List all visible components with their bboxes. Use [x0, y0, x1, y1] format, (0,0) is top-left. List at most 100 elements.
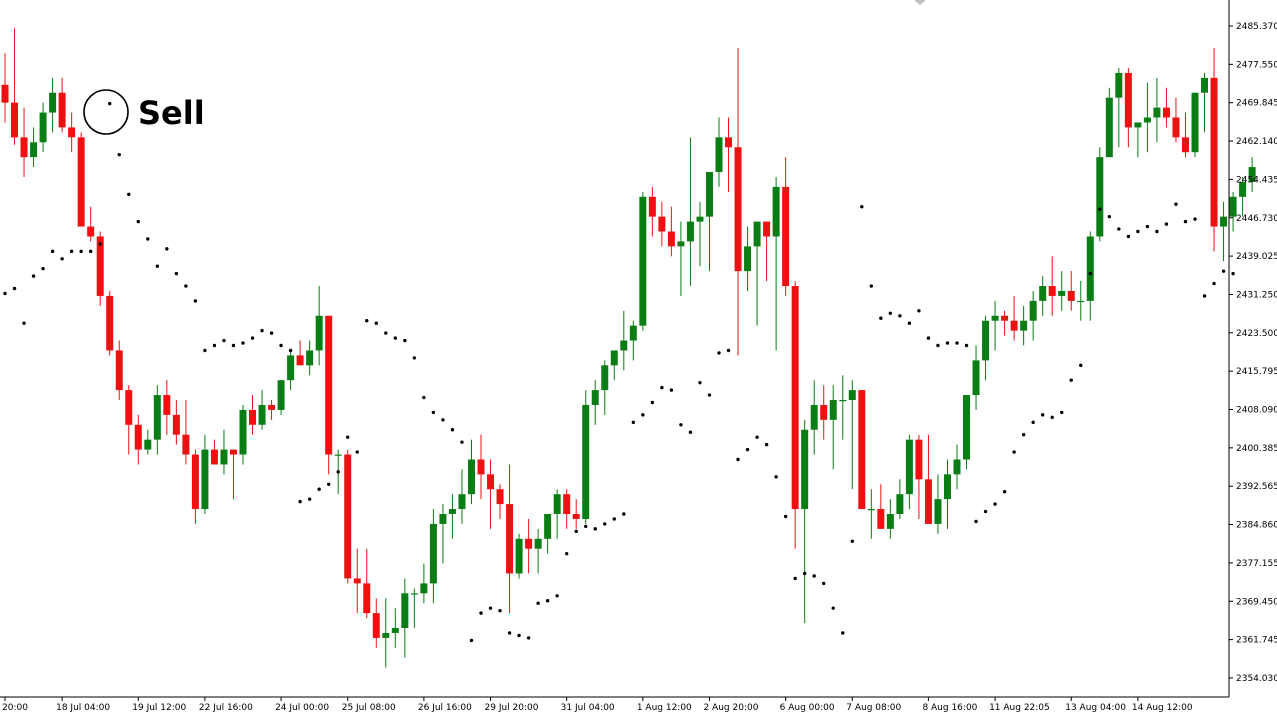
sar-dot [536, 601, 540, 605]
y-tick-label: 2361.745 [1236, 636, 1277, 646]
candle [943, 459, 951, 529]
candle-body [11, 102, 19, 138]
candle-body [544, 514, 552, 539]
sar-dot [1136, 229, 1140, 234]
candle-body [353, 578, 361, 584]
sar-dot [869, 284, 874, 288]
candle-body [1239, 181, 1247, 197]
candle [829, 385, 837, 470]
candle-body [1134, 122, 1142, 128]
candle-body [582, 404, 590, 519]
sar-dot [50, 249, 55, 254]
x-tick-label: 14 Aug 12:00 [1132, 703, 1193, 713]
sar-dot [1221, 269, 1226, 273]
candle-body [1248, 167, 1256, 182]
candle [1096, 147, 1104, 242]
sar-dot [222, 338, 226, 343]
candle [1210, 48, 1218, 252]
candle [553, 489, 561, 539]
sar-dot [584, 524, 588, 529]
candle-body [258, 404, 266, 425]
candle [734, 48, 742, 356]
sar-dot [555, 594, 559, 598]
candle [572, 499, 580, 529]
candle [725, 117, 733, 192]
sar-dot [31, 274, 36, 278]
candle-body [268, 404, 276, 410]
candle-body [420, 583, 428, 594]
candle [639, 191, 647, 331]
candle-body [515, 538, 523, 574]
candle [705, 172, 713, 272]
candle-body [896, 494, 904, 515]
candle-body [877, 509, 885, 529]
candle-body [867, 509, 875, 511]
candle [496, 484, 504, 519]
candle-body [1020, 320, 1028, 331]
sar-dot [174, 271, 179, 276]
candle-body [610, 350, 618, 366]
sar-dot [822, 581, 826, 586]
candle-body [125, 390, 133, 425]
candle-body [1086, 236, 1094, 301]
sar-dot [983, 509, 988, 514]
candle-body [77, 137, 85, 227]
sar-dot [945, 341, 950, 345]
candle [77, 132, 85, 227]
sar-dot [688, 430, 693, 434]
x-tick-label: 11 Aug 22:05 [989, 703, 1050, 713]
candle [1124, 67, 1132, 148]
y-tick-label: 2469.845 [1236, 99, 1277, 109]
candle [591, 380, 599, 425]
sar-dot [1231, 271, 1235, 276]
sar-dot [88, 249, 93, 254]
sar-dot [1088, 271, 1092, 276]
candle [1143, 82, 1151, 153]
candle [87, 206, 95, 242]
sar-dot [888, 311, 893, 315]
candle [220, 429, 228, 475]
candle [1162, 87, 1170, 128]
candle-body [372, 613, 380, 638]
candle [1239, 176, 1247, 217]
candle-body [20, 137, 28, 158]
candle-body [172, 414, 180, 435]
candle-body [1220, 216, 1228, 227]
candle [696, 201, 704, 267]
candle-body [1181, 137, 1189, 153]
candle-body [1067, 290, 1075, 301]
candle-body [744, 246, 752, 272]
x-tick-label: 8 Aug 16:00 [922, 703, 977, 713]
sar-dot [1145, 224, 1150, 229]
sar-dot [184, 284, 188, 288]
sar-dot [384, 331, 388, 335]
sell-marker-circle [83, 89, 129, 135]
sar-dot [707, 393, 712, 397]
candle [886, 499, 894, 539]
candle-body [591, 390, 599, 405]
sar-dot [1155, 229, 1159, 234]
candle [134, 414, 142, 465]
candle-body [525, 538, 533, 549]
candle-body [1191, 92, 1199, 153]
candle-body [30, 142, 38, 158]
candle-body [934, 499, 942, 524]
sar-dot [936, 343, 940, 348]
sar-dot [1021, 433, 1026, 437]
candle-body [563, 494, 571, 515]
candle-body [325, 315, 333, 455]
candle-body [182, 434, 190, 455]
sar-dot [1060, 410, 1064, 415]
candle [1020, 305, 1028, 346]
candle-body [972, 360, 980, 396]
candle-body [1048, 286, 1056, 296]
sar-dot [231, 343, 236, 348]
candle [125, 385, 133, 455]
candle-body [477, 459, 485, 475]
candle [448, 494, 456, 539]
candle-body [629, 325, 637, 341]
candle-body [829, 400, 837, 420]
candle-body [1039, 286, 1047, 301]
